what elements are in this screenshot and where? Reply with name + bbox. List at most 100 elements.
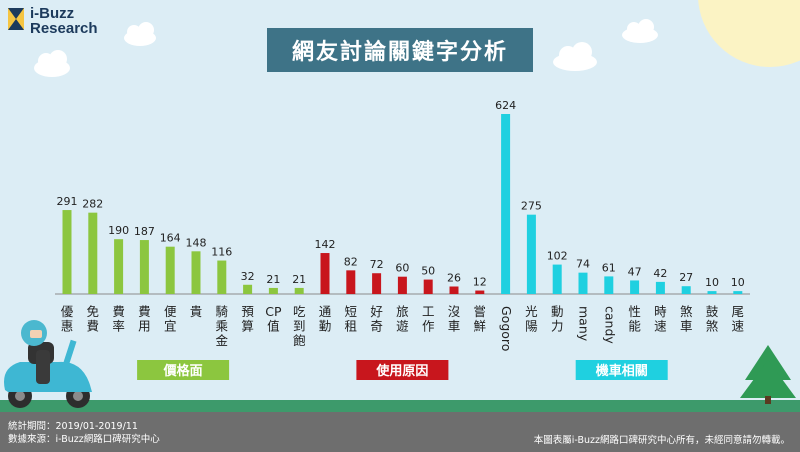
category-label: 工作	[422, 304, 435, 333]
category-label: 費率	[112, 304, 125, 333]
bar	[578, 272, 588, 294]
data-label: 10	[705, 276, 719, 289]
data-label: 275	[521, 200, 542, 213]
data-label: 26	[447, 272, 461, 285]
data-label: 187	[134, 225, 155, 238]
bar	[449, 286, 459, 294]
data-label: 32	[241, 270, 255, 283]
bar	[655, 281, 665, 294]
category-label: 免費	[87, 304, 100, 333]
bar	[733, 291, 743, 294]
group-label: 使用原因	[375, 363, 428, 379]
bar	[372, 273, 382, 294]
copyright-notice: 本圖表屬i-Buzz網路口碑研究中心所有，未經同意請勿轉載。	[533, 435, 790, 446]
logo-text-line2: Research	[30, 20, 98, 37]
logo-text-line1: i-Buzz	[30, 5, 75, 22]
category-label: 嘗鮮	[474, 304, 487, 333]
data-label: 190	[108, 224, 129, 237]
category-label: 騎乘金	[216, 304, 229, 348]
data-source: 數據來源：i-Buzz網路口碑研究中心	[8, 434, 160, 445]
bar	[501, 114, 511, 294]
data-label: 102	[547, 250, 568, 263]
logo-icon	[8, 8, 24, 30]
bar	[552, 264, 562, 294]
bar	[630, 280, 640, 294]
data-label: 27	[679, 271, 693, 284]
data-label: 82	[344, 255, 358, 268]
category-label: 短租	[345, 304, 358, 333]
data-label: 10	[731, 276, 745, 289]
statistics-period: 統計期間：2019/01-2019/11	[8, 421, 138, 432]
group-label-background	[575, 360, 668, 380]
category-label: candy	[602, 306, 617, 344]
category-label: 通勤	[319, 304, 332, 333]
data-label: 42	[653, 267, 667, 280]
bar	[268, 287, 278, 294]
bar	[139, 240, 149, 294]
data-label: 72	[370, 258, 384, 271]
category-label: 鼓煞	[706, 304, 719, 333]
bar	[604, 276, 614, 294]
data-label: 60	[395, 262, 409, 275]
data-label: 47	[628, 265, 642, 278]
category-label: 便宜	[164, 304, 177, 333]
cloud-decoration	[34, 19, 658, 77]
category-label: 煞車	[680, 304, 693, 333]
bar	[62, 210, 72, 294]
group-label: 價格面	[163, 363, 203, 379]
bar	[243, 284, 253, 294]
category-label: 優惠	[61, 304, 74, 333]
data-label: 21	[266, 273, 280, 286]
bar	[707, 291, 717, 294]
data-label: 291	[57, 195, 78, 208]
category-label: 貴	[190, 304, 203, 319]
data-label: 61	[602, 261, 616, 274]
groups-layer: 價格面 使用原因 機車相關	[137, 360, 668, 380]
chart-title: 網友討論關鍵字分析	[267, 28, 533, 72]
data-label: 21	[292, 273, 306, 286]
data-label: 116	[211, 246, 232, 259]
category-label: 光陽	[525, 304, 538, 333]
data-label: 282	[82, 198, 103, 211]
bar	[681, 286, 691, 294]
bar	[346, 270, 356, 294]
group-label: 機車相關	[596, 363, 648, 379]
bar	[294, 287, 304, 294]
bar	[165, 246, 175, 294]
sun-decoration	[698, 0, 800, 67]
bar	[397, 276, 407, 294]
data-label: 164	[160, 232, 181, 245]
category-label: Gogoro	[499, 306, 514, 351]
group-label-background	[356, 360, 449, 380]
bar	[526, 214, 536, 294]
category-label: CP 值	[265, 304, 282, 333]
data-label: 148	[186, 236, 207, 249]
tree-illustration	[740, 345, 796, 404]
bar	[114, 239, 124, 294]
category-label: 費用	[138, 304, 151, 333]
category-label: 沒車	[448, 304, 461, 333]
data-label: 624	[495, 99, 516, 112]
category-label: 預算	[241, 304, 254, 333]
group-label-background	[137, 360, 230, 380]
bar	[191, 251, 201, 294]
data-label: 142	[315, 238, 336, 251]
grass-strip	[0, 400, 800, 412]
category-label: 尾速	[732, 304, 745, 333]
bar	[475, 290, 485, 294]
category-label: many	[577, 306, 592, 342]
bar	[217, 260, 227, 294]
category-label: 性能	[628, 304, 641, 333]
footer-left: 統計期間：2019/01-2019/11 數據來源：i-Buzz網路口碑研究中心	[8, 420, 160, 446]
bar	[320, 253, 330, 294]
road	[0, 412, 800, 452]
category-label: 時速	[654, 304, 667, 333]
scooter-rider-illustration	[4, 320, 92, 408]
brand-logo: i-Buzz Research	[6, 6, 98, 36]
category-label: 好奇	[370, 304, 383, 333]
bar	[88, 212, 98, 294]
bar	[423, 279, 433, 294]
category-label: 旅遊	[396, 304, 409, 333]
category-label: 吃到飽	[293, 304, 306, 348]
